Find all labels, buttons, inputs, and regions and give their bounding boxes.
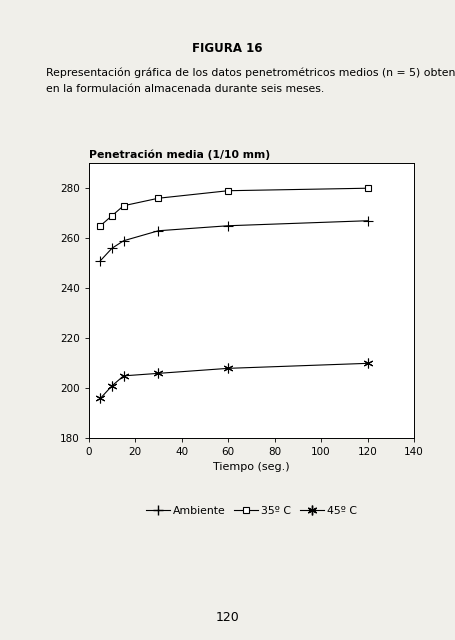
X-axis label: Tiempo (seg.): Tiempo (seg.): [213, 461, 290, 472]
Text: Representación gráfica de los datos penetrométricos medios (n = 5) obtenidos: Representación gráfica de los datos pene…: [46, 67, 455, 77]
Text: 120: 120: [216, 611, 239, 624]
Legend: Ambiente, 35º C, 45º C: Ambiente, 35º C, 45º C: [142, 502, 361, 520]
Text: en la formulación almacenada durante seis meses.: en la formulación almacenada durante sei…: [46, 84, 324, 95]
Text: FIGURA 16: FIGURA 16: [192, 42, 263, 54]
Text: Penetración media (1/10 mm): Penetración media (1/10 mm): [89, 149, 270, 159]
